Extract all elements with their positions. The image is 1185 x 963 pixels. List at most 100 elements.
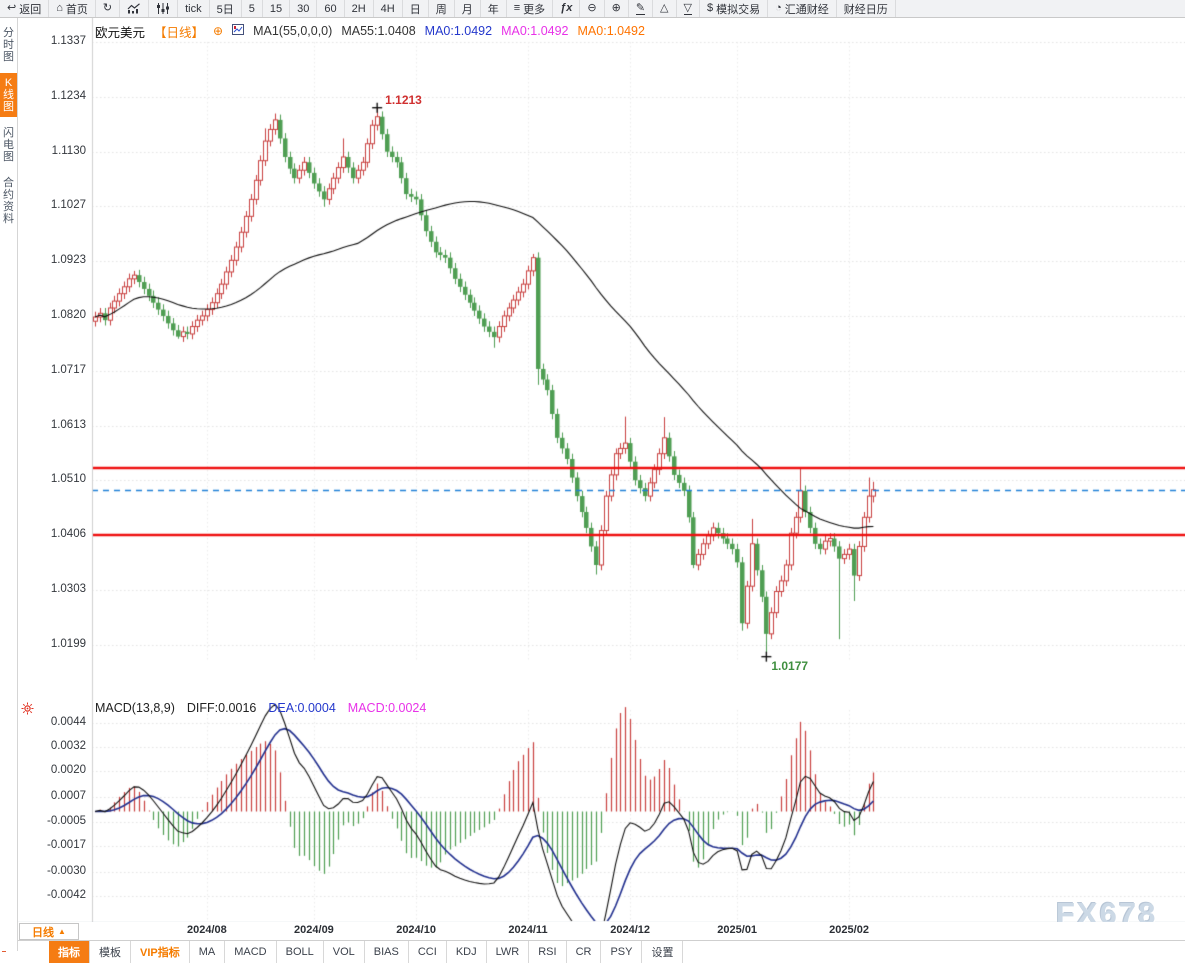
macd-axis-tick: -0.0042 bbox=[46, 889, 86, 901]
toolbar-label: 4H bbox=[380, 2, 395, 15]
tab-设置[interactable]: 设置 bbox=[642, 941, 684, 963]
fx-icon: ƒx bbox=[560, 2, 573, 14]
toolbar-label: 2H bbox=[351, 2, 366, 15]
date-label: 2024/11 bbox=[508, 924, 548, 936]
refresh-icon: ↻ bbox=[102, 2, 113, 14]
tab-CR[interactable]: CR bbox=[567, 941, 602, 963]
indicator-settings-icon[interactable] bbox=[21, 702, 34, 720]
sidebar-item-分时图[interactable]: 分时图 bbox=[3, 27, 14, 63]
toolbar-label: 财经日历 bbox=[843, 3, 888, 16]
ma0-value-magenta: MA0:1.0492 bbox=[501, 24, 569, 38]
macd-params: MACD(13,8,9) bbox=[95, 700, 175, 715]
macd-axis-tick: 0.0044 bbox=[50, 716, 86, 728]
macd-axis-tick: 0.0007 bbox=[50, 790, 86, 803]
price-axis-tick: 1.1130 bbox=[51, 144, 86, 157]
toolbar-年-button[interactable]: 年 bbox=[481, 0, 507, 17]
toolbar-pencil-icon[interactable]: ✎ bbox=[629, 0, 654, 17]
price-axis-tick: 1.0613 bbox=[50, 418, 86, 431]
toolbar-triangle-up-icon[interactable]: △ bbox=[653, 0, 677, 17]
tab-CCI[interactable]: CCI bbox=[409, 941, 447, 963]
mini-chart-icon[interactable] bbox=[232, 24, 245, 38]
toolbar-2H-button[interactable]: 2H bbox=[345, 0, 374, 17]
period-selector-label: 日线 bbox=[32, 926, 55, 939]
toolbar-15-button[interactable]: 15 bbox=[263, 0, 291, 17]
toolbar-首页-button[interactable]: ⌂ 首页 bbox=[49, 0, 96, 17]
macd-axis-tick: -0.0030 bbox=[46, 864, 86, 877]
zoom-in-icon: ⊕ bbox=[611, 2, 621, 14]
toolbar-月-button[interactable]: 月 bbox=[455, 0, 481, 17]
toolbar-zoom-out-icon[interactable]: ⊖ bbox=[580, 0, 605, 17]
tab-指标[interactable]: 指标 bbox=[49, 941, 90, 963]
triangle-up-icon: △ bbox=[660, 2, 669, 14]
price-axis-tick: 1.1027 bbox=[50, 199, 86, 212]
high-price-annotation: 1.1213 bbox=[385, 92, 422, 107]
toolbar-汇通财经-button[interactable]: ◔ 汇通财经 bbox=[768, 0, 837, 17]
toolbar-财经日历-button[interactable]: 财经日历 bbox=[837, 0, 896, 17]
toolbar-fx-icon[interactable]: ƒx bbox=[553, 0, 581, 17]
toolbar-candlestick-icon[interactable] bbox=[149, 0, 179, 17]
macd-axis-tick: 0.0020 bbox=[50, 764, 86, 777]
toolbar-bar-chart-icon[interactable] bbox=[120, 0, 150, 17]
toolbar-60-button[interactable]: 60 bbox=[317, 0, 345, 17]
pencil-icon: ✎ bbox=[635, 1, 646, 15]
toolbar-label: 周 bbox=[435, 3, 447, 16]
tab-LWR[interactable]: LWR bbox=[487, 941, 530, 963]
ma55-value: MA55:1.0408 bbox=[341, 24, 416, 38]
tab-PSY[interactable]: PSY bbox=[601, 941, 643, 963]
tab-MA[interactable]: MA bbox=[190, 941, 226, 963]
tab-VOL[interactable]: VOL bbox=[324, 941, 365, 963]
tab-BOLL[interactable]: BOLL bbox=[277, 941, 324, 963]
date-label: 2025/01 bbox=[717, 924, 758, 936]
tab-VIP指标[interactable]: VIP指标 bbox=[131, 941, 190, 963]
toolbar-更多-button[interactable]: ≡ 更多 bbox=[507, 0, 554, 17]
sidebar-item-合约资料[interactable]: 合约资料 bbox=[3, 177, 14, 225]
dollar-icon: $ bbox=[706, 2, 714, 14]
toolbar-zoom-in-icon[interactable]: ⊕ bbox=[605, 0, 629, 17]
toolbar-triangle-down-icon[interactable]: ▽ bbox=[677, 0, 700, 17]
toolbar-返回-button[interactable]: ↩ 返回 bbox=[0, 0, 50, 17]
toolbar-label: 60 bbox=[324, 2, 337, 15]
toolbar-5日-button[interactable]: 5日 bbox=[210, 0, 242, 17]
clock-icon: ◔ bbox=[775, 2, 782, 14]
period-selector-button[interactable]: 日线 ▲ bbox=[19, 923, 79, 940]
tab-BIAS[interactable]: BIAS bbox=[365, 941, 409, 963]
sidebar-item-K线图[interactable]: K线图 bbox=[0, 73, 17, 117]
menu-icon: ≡ bbox=[513, 2, 521, 14]
toolbar-label: 15 bbox=[269, 2, 283, 15]
main-chart-header: 欧元美元 【日线】 ⊕ MA1(55,0,0,0) MA55:1.0408 MA… bbox=[95, 23, 645, 40]
toolbar-日-button[interactable]: 日 bbox=[403, 0, 429, 17]
chevron-up-icon: ▲ bbox=[58, 927, 66, 936]
tab-RSI[interactable]: RSI bbox=[529, 941, 567, 963]
toolbar-label: tick bbox=[185, 2, 202, 15]
macd-axis-tick: 0.0032 bbox=[50, 740, 86, 753]
toolbar-4H-button[interactable]: 4H bbox=[374, 0, 403, 17]
date-label: 2024/08 bbox=[187, 924, 227, 936]
toolbar-label: 模拟交易 bbox=[716, 3, 761, 16]
date-label: 2024/10 bbox=[396, 924, 436, 936]
price-axis-tick: 1.0406 bbox=[50, 528, 86, 541]
home-icon: ⌂ bbox=[56, 2, 63, 14]
ma0-value-orange: MA0:1.0492 bbox=[577, 24, 645, 38]
toolbar-label: 5日 bbox=[216, 3, 234, 16]
triangle-down-icon: ▽ bbox=[683, 1, 692, 15]
toolbar-tick-button[interactable]: tick bbox=[178, 0, 210, 17]
tab-MACD[interactable]: MACD bbox=[225, 941, 277, 963]
toolbar-label: 汇通财经 bbox=[784, 3, 829, 16]
toolbar-周-button[interactable]: 周 bbox=[429, 0, 455, 17]
tab-模板[interactable]: 模板 bbox=[90, 941, 131, 963]
price-axis-tick: 1.0510 bbox=[50, 473, 86, 486]
toolbar-refresh-icon[interactable]: ↻ bbox=[96, 0, 121, 17]
price-axis-tick: 1.0303 bbox=[50, 582, 86, 595]
add-indicator-icon[interactable]: ⊕ bbox=[213, 24, 224, 38]
toolbar-30-button[interactable]: 30 bbox=[290, 0, 318, 17]
tab-KDJ[interactable]: KDJ bbox=[447, 941, 487, 963]
price-axis-tick: 1.0923 bbox=[50, 254, 86, 267]
toolbar-5-button[interactable]: 5 bbox=[242, 0, 263, 17]
sidebar-item-闪电图[interactable]: 闪电图 bbox=[3, 127, 14, 163]
toolbar-label: 年 bbox=[487, 3, 499, 16]
toolbar-模拟交易-button[interactable]: $ 模拟交易 bbox=[700, 0, 769, 17]
macd-header: MACD(13,8,9) DIFF:0.0016 DEA:0.0004 MACD… bbox=[95, 700, 426, 715]
toolbar-label: 30 bbox=[297, 2, 310, 15]
